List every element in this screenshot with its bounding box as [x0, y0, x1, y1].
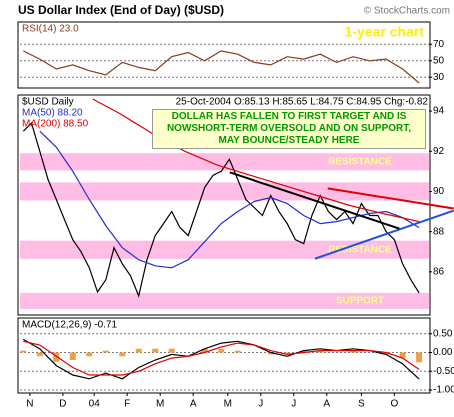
histogram-bar: [416, 352, 423, 363]
histogram-bar: [69, 352, 76, 360]
histogram-bar: [20, 350, 27, 353]
x-tick-label: D: [59, 399, 66, 410]
histogram-bar: [350, 350, 357, 353]
zone-label: RESISTANCE: [328, 244, 392, 255]
y-tick-label: -0.50: [433, 366, 454, 377]
zone-label: SUPPORT: [336, 296, 384, 307]
x-tick-label: A: [323, 399, 330, 410]
x-tick-label: A: [190, 399, 197, 410]
y-tick-label: 92: [433, 146, 445, 157]
series-line: [23, 50, 420, 84]
legend-entry: $USD Daily: [22, 97, 74, 108]
x-tick-label: J: [291, 399, 296, 410]
series-line: [23, 340, 420, 376]
legend-entry: RSI(14) 23.0: [22, 24, 79, 35]
y-tick-label: 0.50: [433, 328, 453, 339]
x-tick-label: N: [26, 399, 33, 410]
credit: © StockCharts.com: [364, 6, 450, 17]
series-line: [22, 121, 420, 298]
x-tick-label: J: [258, 399, 263, 410]
price-header: 25-Oct-2004 O:85.13 H:85.65 L:84.75 C:84…: [176, 97, 429, 108]
trendline: [314, 209, 454, 260]
y-tick-label: 88: [433, 226, 445, 237]
histogram-bar: [53, 352, 60, 362]
x-tick-label: 04: [89, 399, 101, 410]
histogram-bar: [152, 348, 159, 353]
x-tick-label: M: [224, 399, 232, 410]
histogram-bar: [102, 350, 109, 353]
histogram-bar: [36, 352, 43, 357]
histogram-bar: [284, 352, 291, 355]
y-tick-label: 86: [433, 266, 445, 277]
y-tick-label: 50: [433, 55, 445, 66]
x-tick-label: M: [156, 399, 164, 410]
trendline: [327, 187, 454, 210]
histogram-bar: [218, 348, 225, 353]
histogram-bar: [317, 350, 324, 353]
y-tick-label: 0.00: [433, 347, 453, 358]
chart-title: US Dollar Index (End of Day) ($USD): [18, 3, 224, 17]
histogram-bar: [300, 350, 307, 353]
series-line: [23, 338, 420, 380]
x-tick-label: O: [390, 399, 398, 410]
histogram-bar: [168, 348, 175, 353]
histogram-bar: [267, 352, 274, 355]
histogram-bar: [201, 348, 208, 353]
zone-label: RESISTANCE: [328, 156, 392, 167]
histogram-bar: [234, 350, 241, 353]
series-line: [92, 98, 420, 223]
histogram-bar: [383, 352, 390, 355]
zone: [20, 153, 429, 171]
period-label: 1-year chart: [345, 24, 425, 40]
annotation: DOLLAR HAS FALLEN TO FIRST TARGET AND IS…: [152, 109, 426, 149]
histogram-bar: [399, 352, 406, 359]
histogram-bar: [86, 352, 93, 357]
y-tick-label: 30: [433, 72, 445, 83]
y-tick-label: -1.00: [433, 385, 454, 396]
x-tick-label: S: [358, 399, 365, 410]
trendline: [229, 171, 400, 230]
legend-entry: MA(50) 88.20: [22, 108, 83, 119]
zone: [20, 182, 429, 201]
y-tick-label: 90: [433, 186, 445, 197]
x-tick-label: F: [124, 399, 130, 410]
legend-entry: MA(200) 88.50: [22, 119, 89, 130]
y-tick-label: 70: [433, 39, 445, 50]
zone: [20, 292, 429, 309]
histogram-bar: [135, 348, 142, 353]
legend-entry: MACD(12,26,9) -0.71: [22, 320, 117, 331]
histogram-bar: [119, 352, 126, 357]
panel-frame: [17, 317, 431, 394]
series-line: [39, 130, 420, 269]
panel-frame: [17, 21, 431, 89]
y-tick-label: 94: [433, 106, 445, 117]
